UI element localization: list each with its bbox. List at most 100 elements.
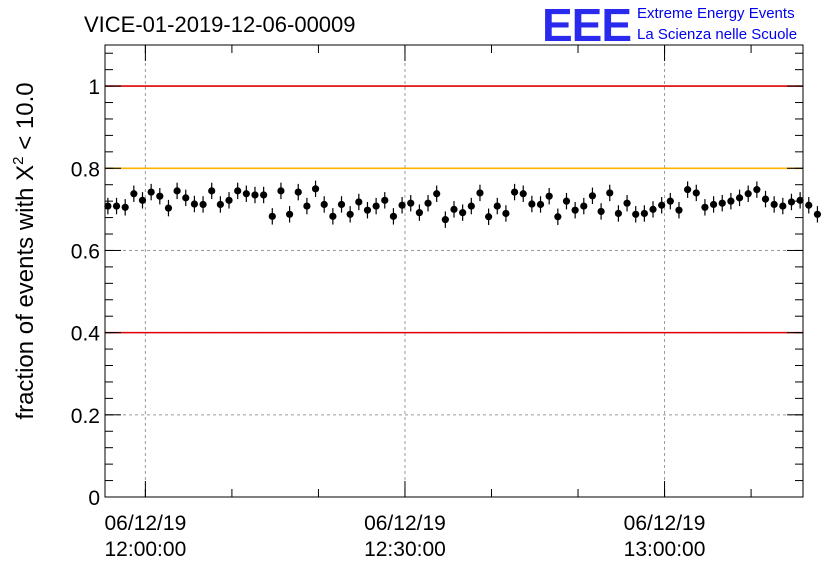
data-point: [311, 180, 320, 198]
point-marker: [208, 187, 216, 195]
point-marker: [441, 216, 449, 224]
point-marker: [182, 194, 190, 202]
y-tick-label: 0: [88, 487, 100, 510]
point-marker: [614, 209, 623, 218]
y-tick-label: 0.2: [71, 405, 100, 428]
point-marker: [251, 191, 259, 199]
data-point: [130, 185, 138, 202]
point-marker: [709, 200, 718, 209]
point-marker: [485, 213, 493, 221]
y-tick-label: 0.6: [71, 240, 100, 263]
data-point: [277, 182, 285, 200]
data-point: [398, 197, 406, 214]
data-point: [770, 196, 778, 213]
y-tick-label: 0.4: [71, 323, 101, 346]
point-marker: [805, 201, 813, 209]
data-point: [234, 182, 242, 200]
point-marker: [701, 203, 709, 211]
point-marker: [389, 212, 398, 220]
data-point: [580, 197, 588, 215]
data-point: [666, 192, 674, 210]
point-marker: [104, 202, 112, 210]
point-marker: [597, 207, 605, 216]
point-marker: [355, 198, 363, 206]
point-marker: [199, 200, 207, 209]
data-point: [225, 192, 233, 209]
data-point: [761, 190, 770, 208]
point-marker: [735, 194, 744, 202]
data-point: [156, 187, 164, 205]
y-axis-label-suffix: < 10.0: [12, 82, 39, 156]
point-marker: [398, 201, 406, 209]
data-point: [199, 196, 207, 213]
data-point: [614, 205, 623, 222]
data-point: [485, 208, 493, 225]
point-marker: [528, 200, 536, 208]
point-marker: [372, 202, 380, 210]
data-point: [744, 185, 752, 202]
data-point: [606, 184, 614, 202]
x-tick-time-label: 12:00:00: [105, 538, 187, 561]
point-marker: [545, 192, 553, 200]
data-point: [467, 197, 475, 215]
data-point: [684, 181, 692, 198]
point-marker: [407, 199, 415, 207]
point-marker: [277, 187, 285, 195]
data-point: [285, 206, 294, 223]
data-point: [709, 196, 718, 213]
data-point: [415, 204, 423, 221]
y-axis-label-superscript: 2: [10, 156, 27, 164]
data-point: [346, 206, 354, 223]
point-marker: [112, 202, 121, 210]
data-point: [588, 187, 597, 205]
x-tick-date-label: 06/12/19: [624, 512, 706, 535]
y-tick-label: 1: [88, 76, 100, 99]
point-marker: [761, 195, 770, 203]
point-marker: [173, 187, 181, 195]
point-marker: [632, 210, 640, 218]
data-point: [268, 208, 276, 225]
data-point: [562, 192, 571, 210]
point-marker: [459, 209, 467, 217]
data-point: [320, 196, 328, 213]
point-marker: [450, 205, 458, 213]
data-point: [476, 184, 484, 202]
data-point: [208, 182, 216, 200]
point-marker: [770, 200, 778, 209]
data-point: [424, 194, 432, 212]
point-marker: [329, 212, 337, 220]
x-tick-date-label: 06/12/19: [105, 512, 187, 535]
data-point: [632, 206, 640, 223]
data-point: [692, 184, 700, 202]
data-point: [433, 185, 441, 202]
logo-line-1: Extreme Energy Events: [637, 5, 795, 22]
data-point: [701, 199, 709, 216]
point-marker: [658, 201, 666, 209]
y-axis-label: fraction of events with X2 < 10.0: [10, 82, 39, 419]
data-point: [658, 197, 666, 214]
point-marker: [242, 190, 250, 198]
point-marker: [640, 209, 648, 218]
point-marker: [121, 203, 129, 211]
data-point: [294, 183, 302, 201]
point-marker: [502, 209, 510, 218]
data-point: [147, 183, 155, 201]
data-point: [242, 185, 250, 202]
point-marker: [675, 206, 683, 214]
data-point: [735, 189, 744, 207]
data-point: [805, 197, 813, 214]
data-point: [554, 208, 562, 225]
point-marker: [424, 199, 432, 207]
point-marker: [467, 202, 475, 210]
point-marker: [571, 206, 579, 214]
point-marker: [588, 192, 597, 200]
data-point: [493, 197, 501, 215]
point-marker: [692, 189, 700, 197]
point-marker: [554, 213, 562, 221]
point-marker: [519, 190, 527, 198]
point-marker: [381, 196, 389, 204]
data-point: [779, 197, 787, 215]
data-point: [623, 194, 631, 212]
data-point: [536, 196, 545, 213]
